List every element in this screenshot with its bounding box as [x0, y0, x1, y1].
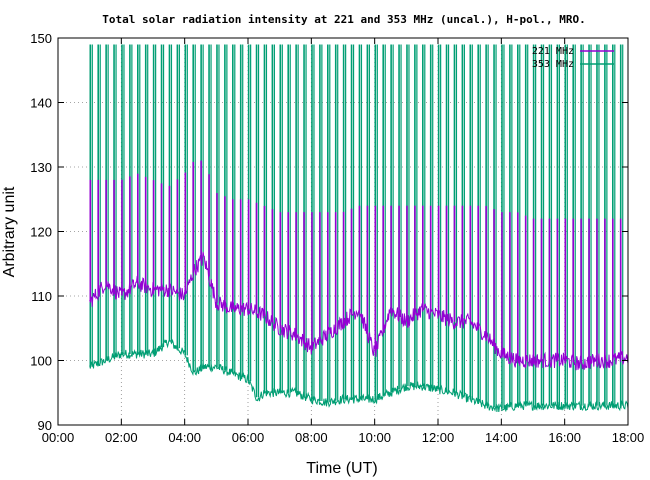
- series-layer: [89, 44, 629, 413]
- x-tick-label: 04:00: [168, 430, 201, 445]
- series-221-mhz: [89, 160, 629, 371]
- x-axis-label: Time (UT): [306, 460, 377, 477]
- x-tick-label: 06:00: [232, 430, 265, 445]
- x-tick-label: 16:00: [548, 430, 581, 445]
- x-tick-label: 08:00: [295, 430, 328, 445]
- chart-title: Total solar radiation intensity at 221 a…: [102, 13, 585, 26]
- legend: 221 MHz 353 MHz: [532, 46, 614, 70]
- y-tick-label: 100: [30, 354, 52, 369]
- x-tick-label: 14:00: [485, 430, 518, 445]
- y-tick-label: 150: [30, 31, 52, 46]
- x-tick-label: 12:00: [422, 430, 455, 445]
- legend-label: 221 MHz: [532, 46, 574, 57]
- legend-label: 353 MHz: [532, 59, 574, 70]
- x-tick-label: 18:00: [612, 430, 645, 445]
- x-tick-label: 10:00: [358, 430, 391, 445]
- y-tick-label: 110: [31, 289, 52, 304]
- y-tick-label: 140: [30, 96, 52, 111]
- y-tick-label: 120: [30, 225, 52, 240]
- y-tick-label: 130: [30, 160, 52, 175]
- x-tick-label: 02:00: [105, 430, 138, 445]
- ticks: 00:00 02:00 04:00 06:00 08:00 10:00 12:00 14:00…: [30, 31, 644, 445]
- y-axis-label: Arbitrary unit: [1, 186, 18, 277]
- y-tick-label: 90: [38, 418, 52, 433]
- x-tick-label: 00:00: [42, 430, 75, 445]
